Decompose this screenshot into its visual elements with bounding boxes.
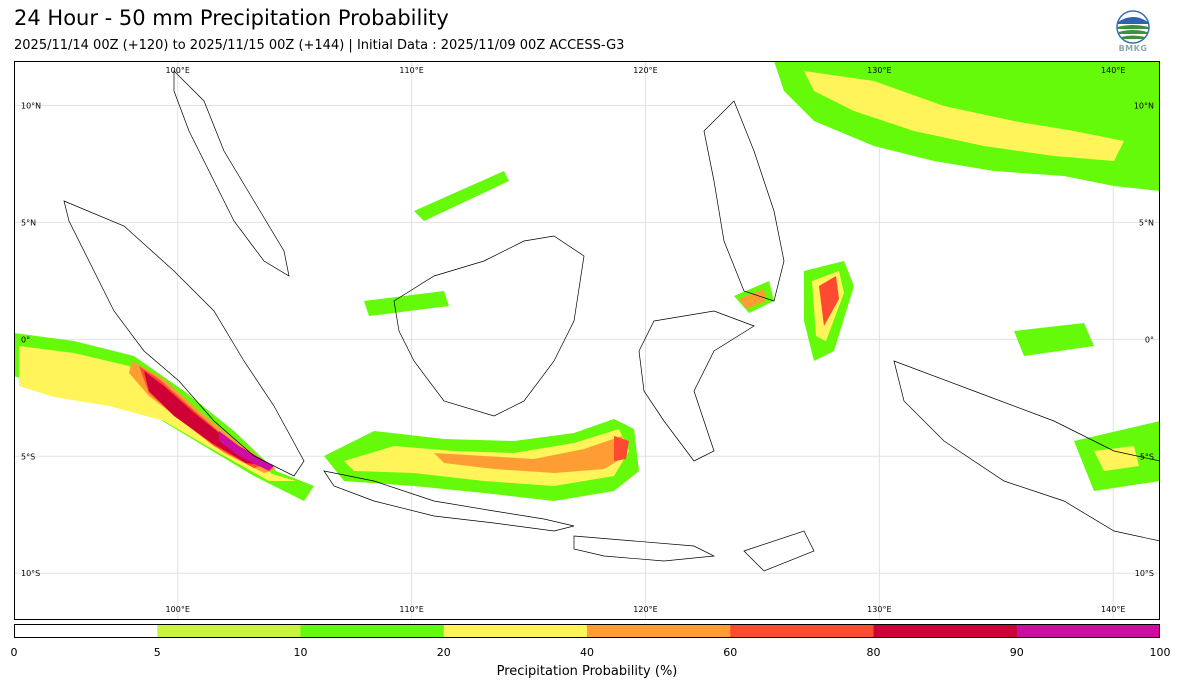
colorbar-segment — [587, 624, 731, 638]
colorbar-tick-label: 0 — [10, 646, 18, 659]
coordinate-labels: 100°E 100°E 110°E 110°E 120°E 120°E 130°E 130°E… — [21, 66, 1154, 614]
coastlines — [63, 70, 1160, 572]
precipitation-map: 100°E 100°E 110°E 110°E 120°E 120°E 130°E 130°E… — [14, 61, 1160, 620]
colorbar-tick-label: 80 — [866, 646, 881, 659]
colorbar-segment — [443, 624, 588, 638]
colorbar-tick-label: 100 — [1149, 646, 1171, 659]
colorbar-tick-label: 5 — [153, 646, 161, 659]
colorbar-tick-label: 20 — [436, 646, 451, 659]
colorbar-segment — [300, 624, 445, 638]
colorbar-label: Precipitation Probability (%) — [496, 664, 678, 679]
precip-contours — [14, 61, 1160, 501]
map-title: 24 Hour - 50 mm Precipitation Probabilit… — [14, 6, 449, 30]
left-lat-label: 5°N — [21, 218, 36, 227]
bottom-lon-label: 100°E — [166, 605, 190, 614]
left-lat-label: 5°S — [21, 452, 35, 461]
right-lat-label: 10°S — [1135, 569, 1154, 578]
bottom-lon-label: 140°E — [1101, 605, 1125, 614]
top-lon-label: 120°E — [633, 66, 657, 75]
bottom-lon-label: 120°E — [633, 605, 657, 614]
colorbar — [14, 624, 1160, 638]
colorbar-segment — [14, 624, 158, 638]
colorbar-tick-label: 10 — [293, 646, 308, 659]
map-subtitle: 2025/11/14 00Z (+120) to 2025/11/15 00Z … — [14, 38, 625, 53]
top-lon-label: 130°E — [867, 66, 891, 75]
left-lat-label: 0° — [21, 335, 30, 344]
graticule — [14, 61, 1160, 620]
top-lon-label: 110°E — [399, 66, 423, 75]
top-lon-label: 140°E — [1101, 66, 1125, 75]
colorbar-tick-label: 60 — [723, 646, 738, 659]
bottom-lon-label: 110°E — [399, 605, 423, 614]
colorbar-segment — [157, 624, 301, 638]
logo-text: BMKG — [1118, 44, 1148, 53]
bmkg-logo-icon — [1116, 10, 1150, 44]
colorbar-segment — [1016, 624, 1160, 638]
left-lat-label: 10°S — [21, 569, 40, 578]
right-lat-label: 0° — [1145, 335, 1154, 344]
bottom-lon-label: 130°E — [867, 605, 891, 614]
top-lon-label: 100°E — [166, 66, 190, 75]
left-lat-label: 10°N — [21, 101, 41, 110]
colorbar-tick-label: 90 — [1009, 646, 1024, 659]
colorbar-tick-label: 40 — [580, 646, 594, 659]
right-lat-label: 5°N — [1139, 218, 1154, 227]
colorbar-frame — [14, 624, 1160, 638]
right-lat-label: 10°N — [1134, 101, 1154, 110]
colorbar-segment — [730, 624, 874, 638]
colorbar-segment — [873, 624, 1018, 638]
right-lat-label: 5°S — [1140, 452, 1154, 461]
